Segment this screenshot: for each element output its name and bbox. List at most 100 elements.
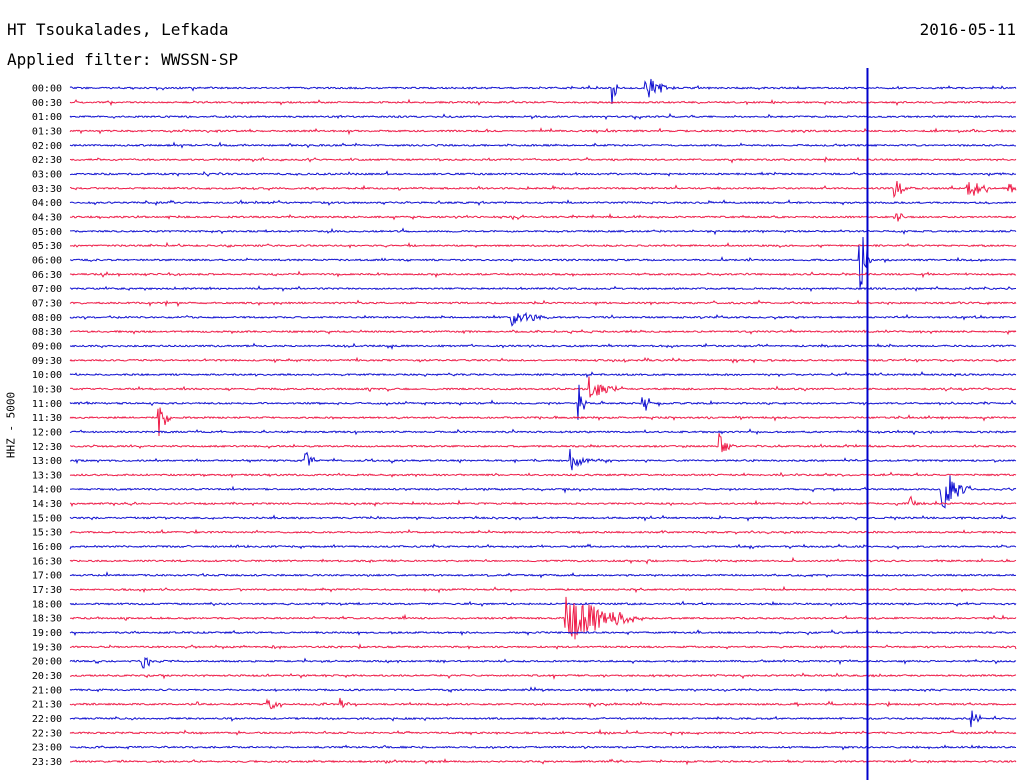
row-time-label: 10:30 bbox=[32, 384, 62, 395]
row-time-label: 18:00 bbox=[32, 599, 62, 610]
row-time-label: 04:30 bbox=[32, 212, 62, 223]
trace-row: 08:00 bbox=[32, 311, 1017, 327]
row-time-label: 17:30 bbox=[32, 585, 62, 596]
seismic-trace bbox=[69, 514, 1017, 522]
trace-row: 23:30 bbox=[32, 757, 1017, 768]
trace-row: 13:30 bbox=[32, 470, 1017, 481]
trace-row: 16:00 bbox=[32, 542, 1017, 553]
trace-row: 17:30 bbox=[32, 585, 1017, 596]
row-time-label: 00:30 bbox=[32, 98, 62, 109]
row-time-label: 19:00 bbox=[32, 628, 62, 639]
row-time-label: 23:00 bbox=[32, 743, 62, 754]
seismic-trace bbox=[69, 528, 1017, 535]
seismic-trace bbox=[70, 433, 1017, 453]
row-time-label: 14:00 bbox=[32, 485, 62, 496]
row-time-label: 14:30 bbox=[32, 499, 62, 510]
row-time-label: 05:00 bbox=[32, 227, 62, 238]
row-time-label: 07:30 bbox=[32, 298, 62, 309]
row-time-label: 12:30 bbox=[32, 442, 62, 453]
seismic-trace bbox=[69, 241, 1017, 249]
trace-row: 16:30 bbox=[32, 556, 1017, 567]
seismic-trace bbox=[69, 170, 1017, 177]
seismic-trace bbox=[69, 199, 1017, 206]
trace-row: 11:00 bbox=[32, 384, 1017, 420]
row-time-label: 23:30 bbox=[32, 757, 62, 768]
trace-row: 10:30 bbox=[32, 376, 1017, 398]
trace-row: 07:00 bbox=[32, 284, 1016, 295]
trace-row: 21:30 bbox=[32, 697, 1017, 711]
row-time-label: 20:00 bbox=[32, 657, 62, 668]
row-time-label: 08:30 bbox=[32, 327, 62, 338]
trace-row: 02:30 bbox=[32, 155, 1017, 166]
seismic-trace bbox=[69, 236, 1017, 288]
seismic-trace bbox=[69, 697, 1017, 710]
trace-row: 04:00 bbox=[32, 198, 1017, 209]
trace-row: 09:00 bbox=[32, 341, 1017, 352]
row-time-label: 02:00 bbox=[32, 141, 62, 152]
seismic-trace bbox=[69, 495, 1017, 507]
row-time-label: 13:00 bbox=[32, 456, 62, 467]
seismic-trace bbox=[69, 656, 1017, 669]
seismic-trace bbox=[69, 112, 1016, 121]
seismic-trace bbox=[69, 629, 1017, 637]
trace-row: 00:30 bbox=[32, 98, 1017, 109]
row-time-label: 22:00 bbox=[32, 714, 62, 725]
seismic-trace bbox=[69, 448, 1017, 471]
seismic-trace bbox=[69, 428, 1017, 436]
seismic-trace bbox=[69, 127, 1017, 136]
trace-row: 13:00 bbox=[32, 448, 1017, 471]
seismic-trace bbox=[69, 407, 1017, 437]
row-time-label: 03:30 bbox=[32, 184, 62, 195]
row-time-label: 20:30 bbox=[32, 671, 62, 682]
row-time-label: 22:30 bbox=[32, 728, 62, 739]
seismic-trace bbox=[69, 299, 1017, 308]
seismic-trace bbox=[69, 596, 1017, 640]
seismic-trace bbox=[69, 181, 1017, 199]
trace-row: 22:30 bbox=[32, 728, 1017, 739]
row-time-label: 09:00 bbox=[32, 341, 62, 352]
seismic-trace bbox=[69, 78, 1017, 105]
trace-row: 11:30 bbox=[32, 407, 1017, 437]
trace-row: 01:00 bbox=[32, 112, 1016, 123]
trace-row: 00:00 bbox=[32, 78, 1017, 105]
seismic-trace bbox=[69, 156, 1017, 164]
trace-row: 14:30 bbox=[32, 495, 1017, 510]
trace-row: 07:30 bbox=[32, 298, 1017, 309]
row-time-label: 02:30 bbox=[32, 155, 62, 166]
trace-row: 06:00 bbox=[32, 236, 1017, 288]
trace-row: 21:00 bbox=[32, 685, 1017, 696]
seismic-trace bbox=[69, 384, 1017, 420]
trace-row: 15:30 bbox=[32, 528, 1017, 539]
row-time-label: 05:30 bbox=[32, 241, 62, 252]
row-time-label: 11:30 bbox=[32, 413, 62, 424]
row-time-label: 09:30 bbox=[32, 356, 62, 367]
seismic-trace bbox=[69, 475, 1017, 509]
seismic-trace bbox=[69, 270, 1017, 279]
seismic-trace bbox=[69, 213, 1017, 222]
trace-row: 15:00 bbox=[32, 513, 1017, 524]
seismic-trace bbox=[69, 285, 1016, 293]
trace-row: 14:00 bbox=[32, 475, 1017, 509]
seismic-trace bbox=[70, 758, 1017, 766]
filter-label: Applied filter: WWSSN-SP bbox=[7, 50, 239, 69]
trace-row: 17:00 bbox=[32, 571, 1016, 582]
seismic-trace bbox=[69, 376, 1017, 398]
row-time-label: 01:00 bbox=[32, 112, 62, 123]
row-time-label: 06:00 bbox=[32, 255, 62, 266]
trace-row: 10:00 bbox=[32, 370, 1017, 381]
trace-row: 04:30 bbox=[32, 212, 1017, 223]
trace-row: 20:00 bbox=[32, 656, 1017, 669]
row-time-label: 03:00 bbox=[32, 169, 62, 180]
seismic-trace bbox=[69, 356, 1017, 364]
row-time-label: 15:00 bbox=[32, 513, 62, 524]
trace-row: 03:30 bbox=[32, 181, 1017, 199]
trace-row: 05:00 bbox=[32, 227, 1017, 238]
trace-row: 03:00 bbox=[32, 169, 1017, 180]
row-time-label: 16:30 bbox=[32, 556, 62, 567]
row-time-label: 13:30 bbox=[32, 470, 62, 481]
row-time-label: 10:00 bbox=[32, 370, 62, 381]
station-title: HT Tsoukalades, Lefkada bbox=[7, 20, 229, 39]
trace-row: 02:00 bbox=[32, 141, 1016, 152]
trace-row: 18:00 bbox=[32, 599, 1017, 610]
row-time-label: 12:00 bbox=[32, 427, 62, 438]
